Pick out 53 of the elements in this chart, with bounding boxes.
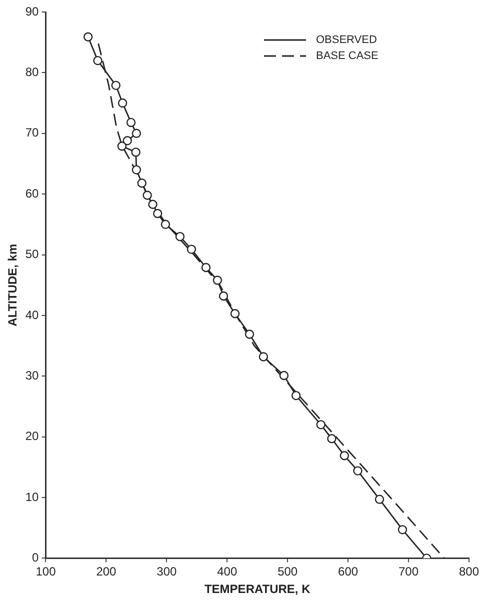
y-tick-label: 60 (25, 186, 40, 200)
x-tick-label: 300 (156, 564, 178, 579)
point (148, 200, 158, 209)
point (327, 434, 336, 444)
point (291, 390, 301, 400)
point (126, 118, 136, 128)
point (244, 330, 254, 339)
y-tick-label: 50 (25, 247, 40, 262)
point (117, 142, 127, 151)
y-tick-label: 70 (25, 126, 40, 140)
point (122, 136, 132, 146)
point (83, 32, 93, 42)
y-tick-label: 80 (25, 65, 40, 79)
point (160, 220, 170, 230)
x-tick-label: 600 (338, 564, 358, 579)
point (230, 309, 240, 318)
y-axis-title: ALTITUDE, km (6, 244, 20, 326)
point (374, 494, 384, 504)
y-tick-label: 30 (25, 368, 40, 382)
point (153, 208, 162, 218)
point (175, 232, 185, 242)
point (132, 165, 142, 174)
point (258, 352, 268, 362)
legend-label: BASE CASE (316, 50, 378, 62)
x-tick-label: 400 (217, 564, 238, 579)
point (186, 244, 196, 254)
y-tick-label: 90 (25, 4, 40, 18)
point (340, 451, 350, 460)
point (316, 420, 326, 430)
point (201, 262, 211, 272)
x-tick-label: 200 (96, 564, 117, 579)
point (142, 190, 152, 200)
point (398, 525, 408, 534)
legend-label: OBSERVED (316, 34, 377, 46)
point (218, 291, 228, 301)
x-tick-label: 500 (278, 564, 298, 579)
y-tick-label: 0 (32, 550, 40, 565)
y-tick-label: 10 (25, 490, 40, 504)
x-axis-title: TEMPERATURE, K (204, 582, 311, 596)
point (118, 98, 128, 108)
x-tick-label: 800 (458, 564, 480, 579)
x-tick-label: 700 (398, 564, 419, 579)
x-tick-label: 100 (36, 564, 56, 579)
point (131, 148, 140, 157)
y-tick-label: 20 (25, 429, 40, 444)
point (279, 370, 289, 380)
point (132, 128, 142, 138)
point (137, 178, 146, 188)
point (212, 276, 222, 285)
point (93, 56, 102, 66)
point (111, 80, 120, 90)
y-tick-label: 40 (25, 308, 40, 322)
point (353, 466, 362, 476)
